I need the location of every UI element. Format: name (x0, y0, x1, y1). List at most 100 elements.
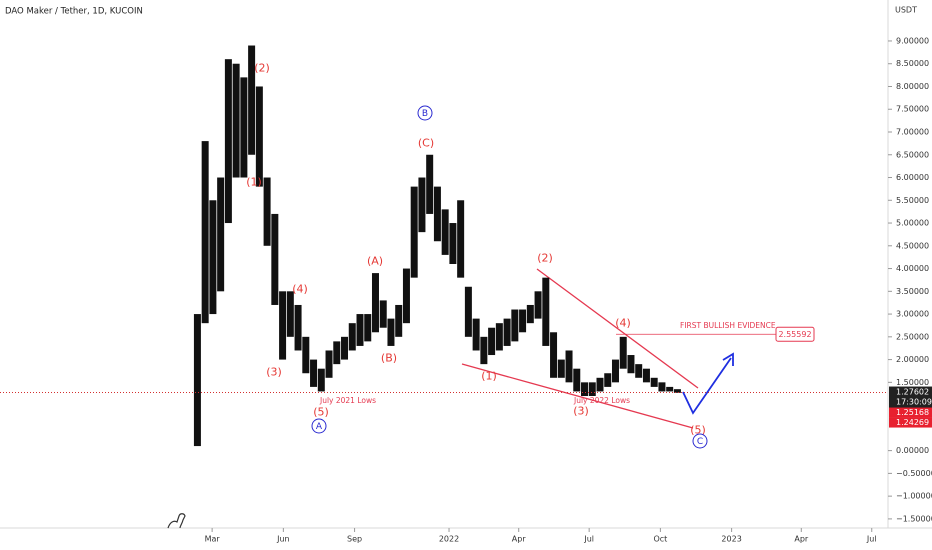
wave-label: (5) (690, 424, 706, 437)
price-bar (402, 268, 410, 324)
price-bar (325, 350, 333, 378)
price-bar (472, 318, 480, 351)
price-bar (557, 359, 565, 378)
y-tick-label: 6.50000 (896, 150, 929, 159)
price-bar (441, 209, 449, 255)
price-bar (642, 368, 650, 383)
y-tick-label: 5.00000 (896, 219, 929, 228)
price-bar (673, 389, 681, 393)
price-bar (426, 154, 434, 214)
wave-label: (2) (537, 252, 553, 265)
price-bar (387, 318, 395, 346)
price-bar (232, 63, 240, 178)
wave-circle (417, 105, 433, 121)
y-tick-label: 4.50000 (896, 241, 929, 250)
y-tick-label: −0.50000 (896, 469, 932, 478)
price-bar (217, 177, 225, 292)
price-bar (488, 327, 496, 356)
price-bar (379, 300, 387, 328)
price-bar (596, 377, 604, 392)
x-tick-label: Oct (653, 535, 667, 544)
price-bar (341, 336, 349, 360)
wave-label: (B) (381, 352, 397, 365)
price-bar (573, 368, 581, 392)
price-tag-box (889, 417, 932, 428)
price-bar (495, 323, 503, 351)
price-bar (294, 304, 302, 351)
lower-trendline (461, 363, 694, 429)
price-bar (666, 386, 674, 392)
y-tick-label: −1.00000 (896, 492, 932, 501)
price-bar (526, 304, 534, 324)
x-tick-label: Mar (205, 535, 221, 544)
last-price-label: 1.27602 (896, 388, 929, 397)
price-bar (348, 323, 356, 351)
y-tick-label: 8.00000 (896, 82, 929, 91)
price-bar (364, 314, 372, 342)
x-tick-label: Sep (347, 535, 362, 544)
wave-label: (A) (367, 255, 383, 268)
price-tag-label: 1.24269 (896, 418, 929, 427)
y-tick-label: 0.00000 (896, 446, 929, 455)
y-tick-label: 7.00000 (896, 128, 929, 137)
price-bar (611, 359, 619, 383)
wave-label: (C) (418, 137, 434, 150)
price-bar (286, 291, 294, 337)
wave-label: A (316, 422, 323, 432)
wave-circle (311, 418, 327, 434)
price-bar (248, 45, 256, 155)
price-bar (310, 359, 318, 387)
price-bar (588, 382, 596, 396)
currency-label: USDT (895, 6, 917, 15)
countdown-label: 17:30:09 (896, 398, 932, 407)
price-bar (201, 141, 209, 324)
price-tag-box (889, 407, 932, 418)
price-bar (302, 336, 310, 374)
y-tick-label: 8.50000 (896, 59, 929, 68)
logo (167, 513, 186, 529)
price-bar (371, 273, 379, 333)
price-bar (635, 364, 643, 378)
price-bar (263, 177, 271, 246)
price-bar (658, 382, 666, 392)
last-price-box (889, 386, 932, 409)
x-tick-label: Jun (276, 535, 290, 544)
price-bar (449, 223, 457, 264)
price-bar (565, 350, 573, 383)
wave-label: (5) (313, 406, 329, 419)
price-bar (511, 309, 519, 342)
x-tick-label: Apr (512, 535, 527, 544)
price-bar (503, 318, 511, 346)
y-tick-label: −1.50000 (896, 514, 932, 523)
price-bar (542, 277, 550, 346)
price-bar (457, 200, 465, 278)
price-bar (255, 86, 263, 187)
price-bar (209, 200, 217, 315)
price-bar (581, 382, 589, 396)
price-bar (534, 291, 542, 319)
y-tick-label: 3.50000 (896, 287, 929, 296)
price-bar (240, 77, 248, 178)
price-tag-label: 1.25168 (896, 408, 929, 417)
wave-label: (2) (254, 62, 270, 75)
wave-label: C (697, 437, 703, 447)
price-bar (418, 177, 426, 233)
price-bar (317, 368, 325, 392)
price-bar (650, 377, 658, 387)
price-bar (410, 186, 418, 278)
price-bar (519, 309, 527, 333)
price-bar (333, 341, 341, 365)
price-bar (550, 332, 558, 378)
x-tick-label: Jul (583, 535, 594, 544)
wave-label: (4) (615, 317, 631, 330)
bullish-label: 2.55592 (778, 330, 811, 339)
price-bar (604, 373, 612, 387)
y-tick-label: 2.00000 (896, 355, 929, 364)
price-bar (627, 355, 635, 374)
y-tick-label: 3.00000 (896, 310, 929, 319)
price-bar (279, 291, 287, 360)
price-bar (224, 59, 232, 224)
wave-label: (4) (292, 283, 308, 296)
